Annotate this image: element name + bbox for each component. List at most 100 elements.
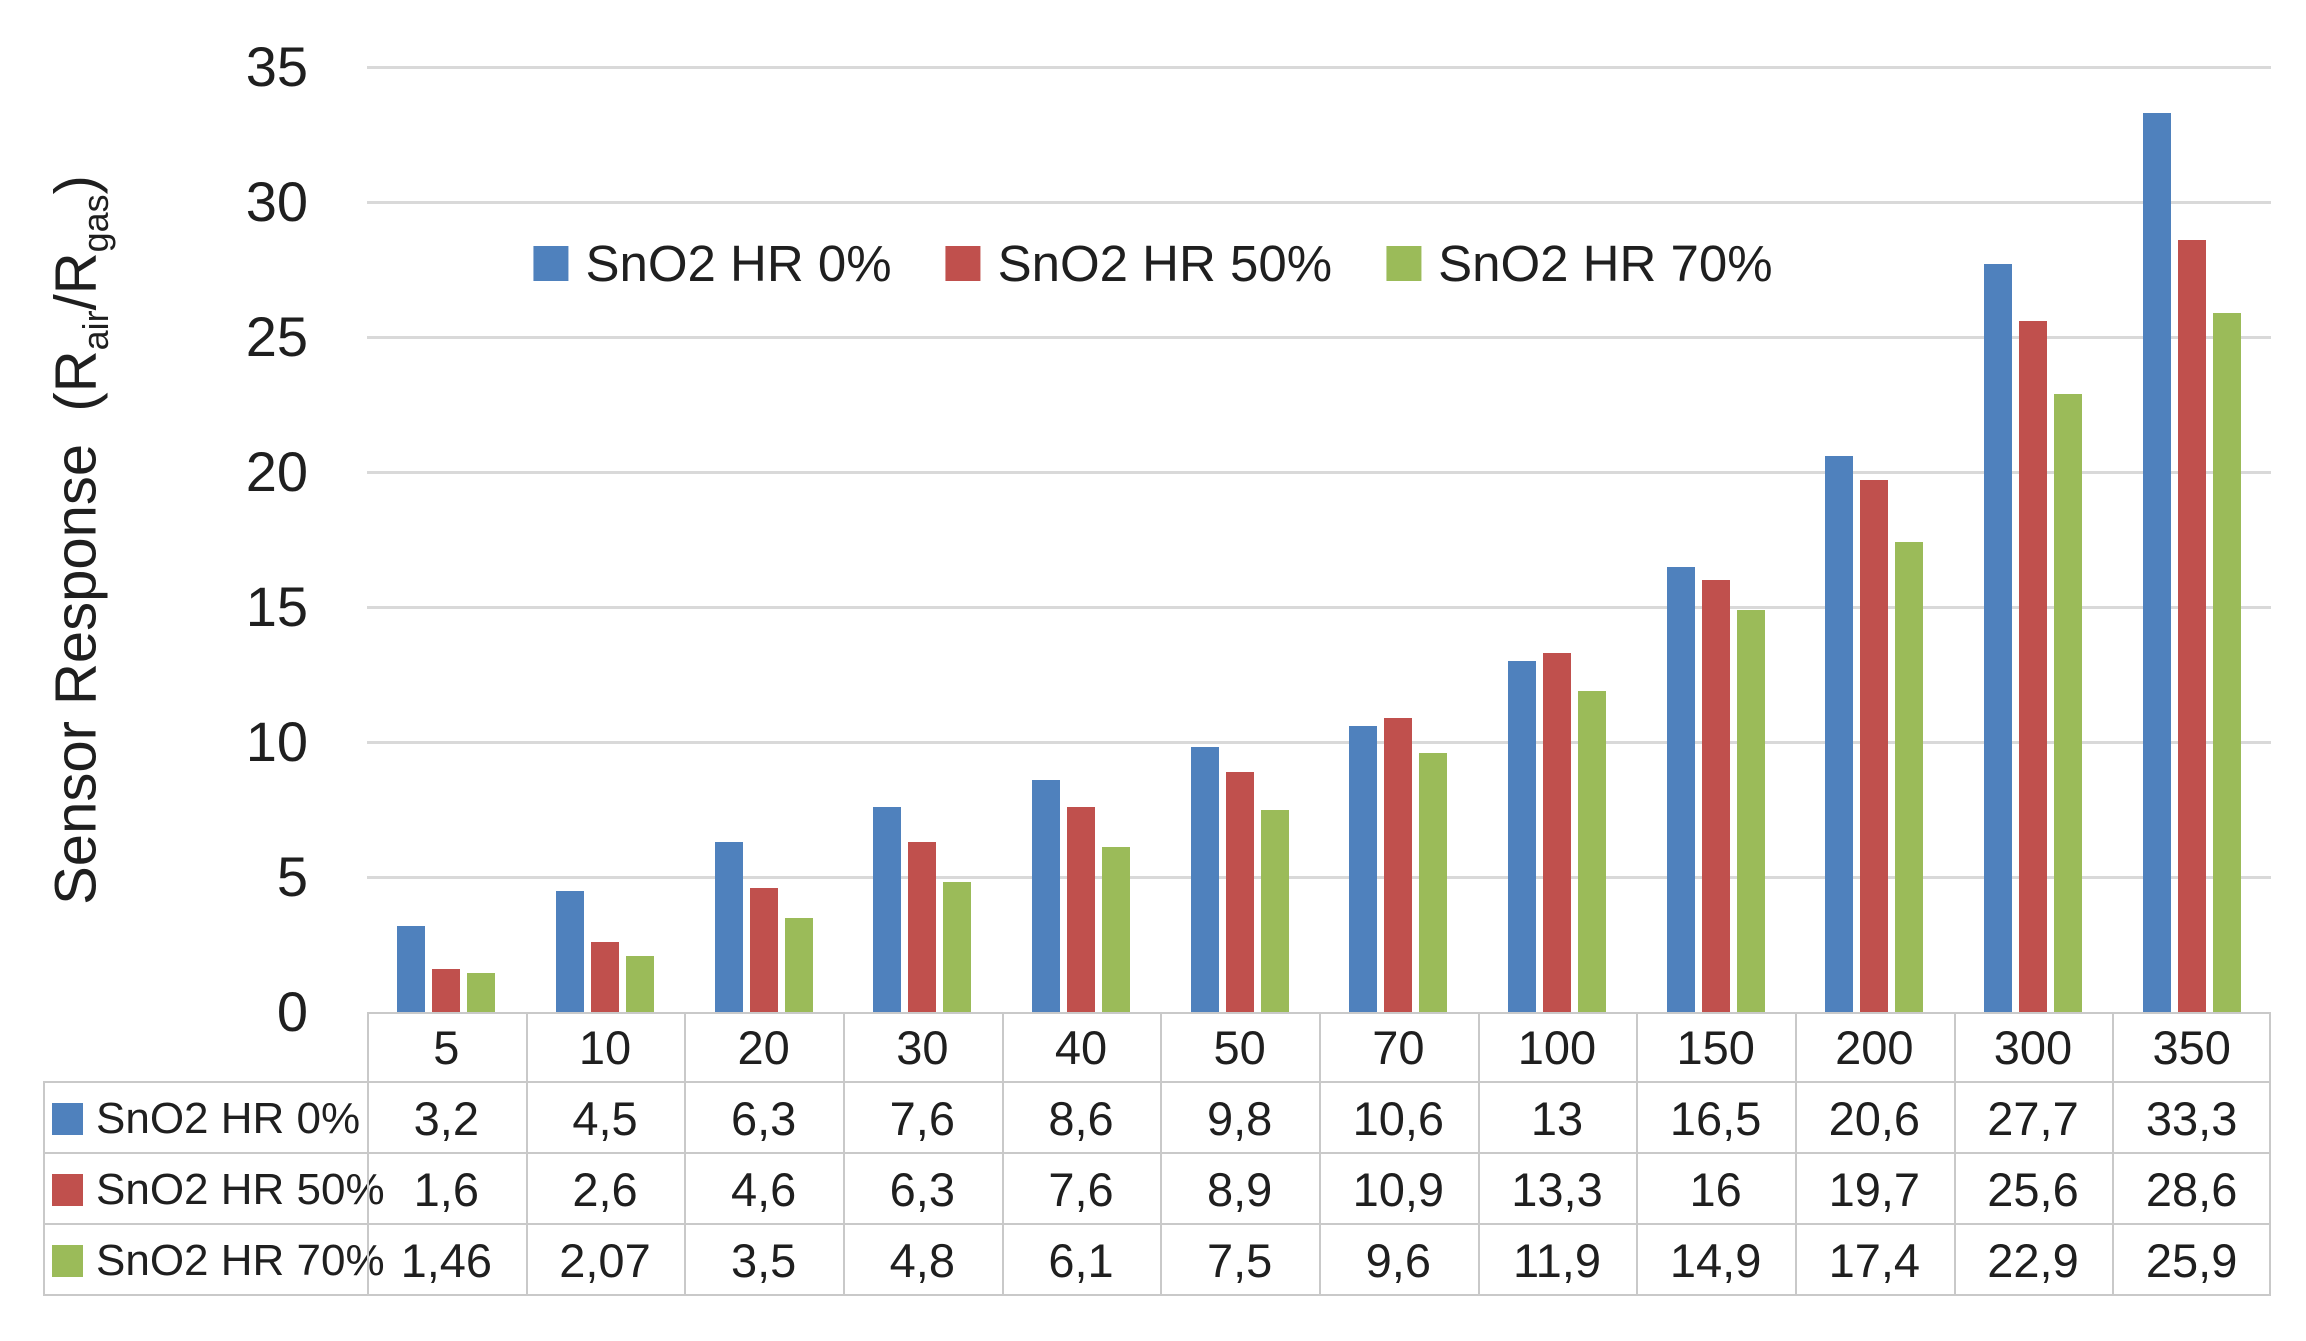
table-cell: 13 [1530,1092,1584,1145]
bar [1543,652,1571,1012]
table-border-line [43,1152,2271,1154]
table-border-line [684,1012,687,1296]
bar [1067,806,1095,1012]
bar [1260,809,1289,1012]
table-cell: 25,9 [2145,1234,2238,1287]
table-row-label: SnO2 HR 50% [43,1154,385,1225]
table-cell: 3,2 [413,1092,479,1145]
table-cell: 6,3 [889,1163,955,1216]
bar [1825,455,1854,1012]
gridline [367,335,2271,339]
y-axis-title-text: /R [43,252,109,311]
bar [1736,609,1765,1012]
bar [397,925,426,1012]
legend-label: SnO2 HR 0% [585,235,892,292]
gridline [367,65,2271,69]
bar [2177,239,2206,1012]
bar [432,968,461,1012]
bar [784,917,813,1012]
bar [1419,752,1448,1012]
bar [1225,771,1254,1012]
table-border-line [2112,1012,2115,1296]
gridline [367,875,2271,879]
bar [591,941,619,1012]
table-cell: 28,6 [2145,1163,2238,1216]
y-tick-label: 25 [245,305,308,368]
table-cell: 1,6 [413,1163,479,1216]
table-border-line [1001,1012,1004,1296]
table-cell: 20,6 [1828,1092,1921,1145]
bar [2212,312,2241,1012]
table-header-cell: 350 [2152,1021,2231,1074]
table-row-label-text: SnO2 HR 50% [96,1164,385,1214]
legend-swatch [945,246,981,281]
table-header-cell: 100 [1517,1021,1597,1074]
table-cell: 33,3 [2145,1092,2238,1145]
bar [1578,690,1606,1012]
table-cell: 22,9 [1987,1234,2079,1287]
bar [1032,779,1060,1012]
table-header-cell: 5 [433,1021,460,1074]
table-cell: 6,1 [1048,1234,1114,1287]
bar [1860,480,1889,1012]
y-axis-title-subscript: air [75,310,117,351]
bar [1701,580,1730,1012]
bar [943,882,972,1012]
table-border-line [1953,1012,1956,1296]
y-tick-label: 35 [245,35,308,98]
gridline [367,200,2271,204]
bar [1895,542,1924,1012]
bar [626,956,654,1012]
bar [2054,393,2082,1012]
table-row-label-text: SnO2 HR 70% [96,1235,385,1285]
table-border-line [1160,1012,1163,1296]
legend-swatch [533,246,569,281]
bar [1666,566,1695,1012]
table-border-line [2269,1012,2271,1296]
table-header-cell: 200 [1835,1021,1914,1074]
y-axis-title-text: Sensor Response (R [43,350,109,905]
plot-area [367,65,2271,1012]
table-cell: 7,6 [1048,1163,1114,1216]
table-cell: 14,9 [1669,1234,1762,1287]
bar [908,841,937,1012]
gridline [367,605,2271,609]
bar [2019,320,2047,1012]
bar [873,806,902,1012]
legend-item: SnO2 HR 70% [1386,234,1773,293]
bar [1508,661,1536,1012]
table-cell: 10,9 [1352,1163,1445,1216]
table-cell: 4,5 [572,1092,638,1145]
legend-label: SnO2 HR 50% [997,235,1333,292]
y-tick-label: 5 [276,845,308,908]
table-cell: 2,6 [572,1163,638,1216]
bar [1102,847,1130,1012]
table-header-cell: 40 [1054,1021,1108,1074]
table-cell: 9,6 [1365,1234,1431,1287]
table-border-line [1795,1012,1797,1296]
bar [749,887,778,1012]
table-cell: 2,07 [559,1234,651,1287]
legend-swatch [1386,246,1422,281]
y-tick-label: 30 [245,170,308,233]
y-tick-label: 20 [245,440,308,503]
table-cell: 3,5 [730,1234,797,1287]
table-cell: 11,9 [1512,1234,1601,1287]
y-axis-title: Sensor Response (Rair/Rgas) [43,175,117,905]
legend-label: SnO2 HR 70% [1438,235,1773,292]
table-border-line [43,1081,2271,1083]
y-axis-title-subscript: gas [75,194,117,253]
y-tick-label: 0 [276,980,308,1043]
bar [1349,725,1378,1012]
bar [2142,112,2171,1012]
table-border-line [1319,1012,1321,1296]
table-row-swatch [52,1173,83,1206]
table-cell: 1,46 [400,1234,493,1287]
table-header-cell: 30 [896,1021,949,1074]
bar [1190,747,1219,1012]
table-header-cell: 70 [1372,1021,1425,1074]
table-border-line [43,1223,2271,1225]
chart-legend: SnO2 HR 0% SnO2 HR 50% SnO2 HR 70% [533,234,1773,293]
table-header-cell: 300 [1993,1021,2073,1074]
